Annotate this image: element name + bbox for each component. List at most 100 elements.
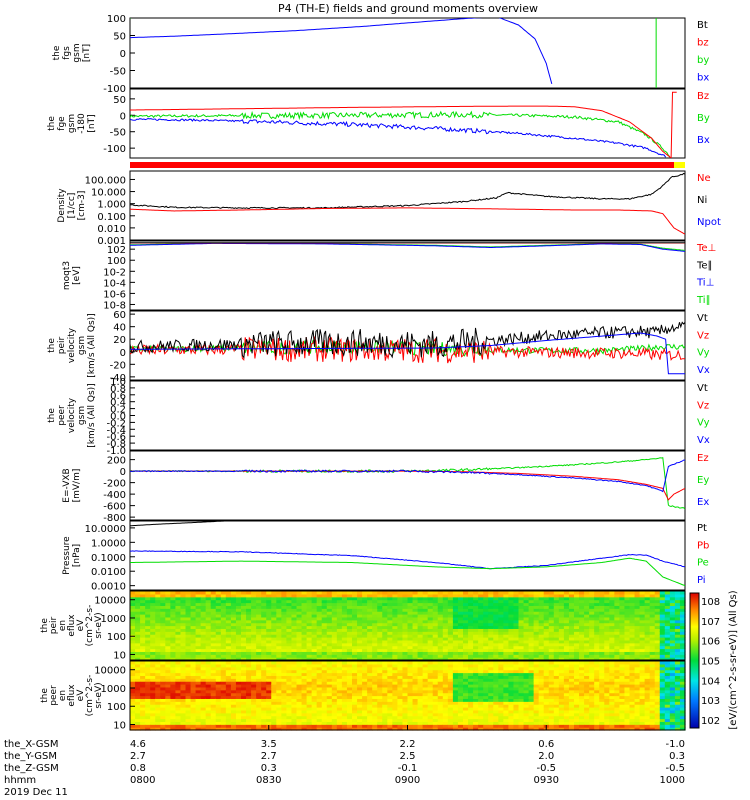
y-axis-label: [km/s (All Qs)] <box>87 313 97 377</box>
panel-fgs: 100 50 0 -50 -100 the fgs gsm [nT] Bt bz by bx <box>52 14 709 95</box>
x-tick-label: 2.5 <box>400 751 416 762</box>
x-axis-labels: the_X-GSM 4.6 3.5 2.2 0.6 -1.0 the_Y-GSM 2.7 2.7… <box>4 725 686 798</box>
y-axis-label: moqt3 <box>62 261 72 290</box>
colorbar-tick: 104 <box>701 676 720 687</box>
y-axis-label: eflux <box>67 684 77 707</box>
colorbar: 108 107 106 105 104 103 102 [eV/(cm^2-s-sr-eV)]… <box>689 590 739 730</box>
y-axis-label: the <box>47 116 57 131</box>
y-tick-label: 200 <box>107 456 126 467</box>
series-Ex <box>130 459 685 493</box>
y-tick-label: 20 <box>113 335 126 346</box>
panel-frame <box>129 520 686 591</box>
y-tick-label: 100.000 <box>85 175 126 186</box>
y-axis-label: Pressure <box>62 536 72 575</box>
panel-frame <box>129 450 686 521</box>
y-tick-label: 0.1000 <box>91 553 126 564</box>
y-tick-label: 60 <box>113 310 126 321</box>
y-tick-label: -200 <box>103 479 126 490</box>
x-tick-label: 0.6 <box>538 739 554 750</box>
legend-Pi: Pi <box>697 575 706 586</box>
y-axis-label: sr-eV) <box>94 682 104 708</box>
y-tick-label: 10-4 <box>103 278 126 289</box>
y-tick-label: 102 <box>107 245 126 256</box>
legend-Vt: Vt <box>697 313 708 324</box>
panel-frame <box>129 17 686 89</box>
legend-Bx: Bx <box>697 135 710 146</box>
series-By <box>130 110 671 157</box>
x-row-label: the_X-GSM <box>4 739 58 750</box>
y-tick-label: -50 <box>110 67 126 78</box>
x-row-label: the_Z-GSM <box>4 763 59 774</box>
y-tick-label: -600 <box>103 502 126 513</box>
colorbar-label: [eV/(cm^2-s-sr-eV)] (All Qs) <box>728 590 739 729</box>
legend-Vx: Vx <box>697 435 710 446</box>
legend-Vy: Vy <box>697 418 710 429</box>
series-Ez <box>130 470 685 501</box>
y-tick-label: 40 <box>113 323 126 334</box>
y-tick-label: 0 <box>120 49 126 60</box>
colorbar-tick: 106 <box>701 637 720 648</box>
y-tick-label: -800 <box>103 513 126 524</box>
y-tick-label: 0.6 <box>110 391 126 402</box>
series-Ni <box>130 172 685 210</box>
y-axis-label: peir <box>57 336 67 354</box>
legend-Npot: Npot <box>697 217 721 228</box>
panel-frame <box>129 88 686 159</box>
x-tick-label: 0930 <box>534 775 559 786</box>
y-tick-label: 100 <box>107 256 126 267</box>
y-tick-label: -400 <box>103 490 126 501</box>
y-tick-label: -0.2 <box>106 418 126 429</box>
legend-Pb: Pb <box>697 540 709 551</box>
y-axis-label: peir <box>49 616 59 634</box>
y-tick-label: -50 <box>110 128 126 139</box>
y-tick-label: -1.0 <box>106 446 126 457</box>
legend-Ti∥: Ti∥ <box>696 295 711 306</box>
legend-Vt: Vt <box>697 383 708 394</box>
series-Bx <box>130 117 667 158</box>
y-axis-label: gsm <box>77 406 87 425</box>
x-tick-label: 2.0 <box>538 751 554 762</box>
y-tick-label: 0.8 <box>110 384 126 395</box>
panel-frame <box>129 380 686 451</box>
legend-Ex: Ex <box>697 497 709 508</box>
legend-Vx: Vx <box>697 365 710 376</box>
y-tick-label: 0.4 <box>110 398 126 409</box>
y-axis-label: [1/cc] <box>67 193 77 219</box>
legend-Vz: Vz <box>697 400 709 411</box>
y-axis-label: gsm <box>72 43 82 62</box>
y-axis-label: en <box>58 620 68 631</box>
y-axis-label: eV <box>76 619 86 632</box>
series-Bz <box>130 91 677 158</box>
x-tick-label: 4.6 <box>130 739 146 750</box>
y-axis-label: peer <box>57 405 67 426</box>
y-tick-label: 1.0 <box>110 377 126 388</box>
data-gap-bar-end <box>674 162 685 168</box>
panel-fge: 50 0 -50 -100 the fge gsm -180 [nT] Bz By Bx <box>47 88 710 159</box>
legend-Ni: Ni <box>697 195 707 206</box>
x-tick-label: 0830 <box>256 775 281 786</box>
x-tick-label: 0.8 <box>130 763 146 774</box>
y-tick-label: 10.0000 <box>85 524 126 535</box>
y-tick-label: 0.0010 <box>91 582 126 593</box>
x-tick-label: 0800 <box>130 775 155 786</box>
y-axis-label: the <box>52 45 62 60</box>
y-tick-label: 0.0 <box>110 412 126 423</box>
x-row-label: the_Y-GSM <box>4 751 57 762</box>
y-axis-label: peer <box>49 685 59 706</box>
y-axis-label: the <box>40 618 50 633</box>
y-tick-label: 100 <box>107 702 126 713</box>
spectrogram-peer_eflux: 10000 1000 100 10 the peer en eflux eV (cm^2-s-sr… <box>40 660 686 732</box>
legend-bx: bx <box>697 73 709 84</box>
y-tick-label: 10-2 <box>103 267 126 278</box>
legend-by: by <box>697 55 709 66</box>
y-tick-label: 0.0100 <box>91 567 126 578</box>
panel-pressure: 10.0000 1.0000 0.1000 0.0100 0.0010 Pressure[… <box>62 520 709 593</box>
x-row-label: hhmm <box>4 775 36 786</box>
y-axis-label: gsm <box>67 114 77 133</box>
colorbar-tick: 102 <box>701 716 720 727</box>
y-tick-label: 0 <box>120 111 126 122</box>
y-axis-label: [cm-3] <box>77 191 87 221</box>
